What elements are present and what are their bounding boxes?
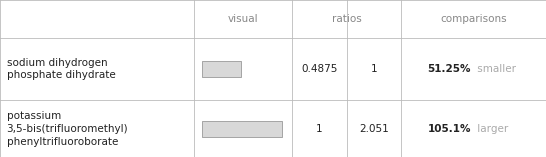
Text: comparisons: comparisons (440, 14, 507, 24)
Text: smaller: smaller (473, 64, 515, 74)
Bar (201, 121, 282, 137)
Text: 105.1%: 105.1% (428, 124, 471, 134)
Text: sodium dihydrogen
phosphate dihydrate: sodium dihydrogen phosphate dihydrate (7, 58, 115, 81)
Text: 2.051: 2.051 (359, 124, 389, 134)
Text: 0.4875: 0.4875 (301, 64, 337, 74)
Text: 1: 1 (316, 124, 323, 134)
Text: 1: 1 (371, 64, 377, 74)
Text: visual: visual (228, 14, 258, 24)
Bar (201, 61, 241, 77)
Text: potassium
3,5-bis(trifluoromethyl)
phenyltrifluoroborate: potassium 3,5-bis(trifluoromethyl) pheny… (7, 111, 128, 146)
Text: 51.25%: 51.25% (428, 64, 471, 74)
Text: ratios: ratios (332, 14, 361, 24)
Text: larger: larger (473, 124, 508, 134)
